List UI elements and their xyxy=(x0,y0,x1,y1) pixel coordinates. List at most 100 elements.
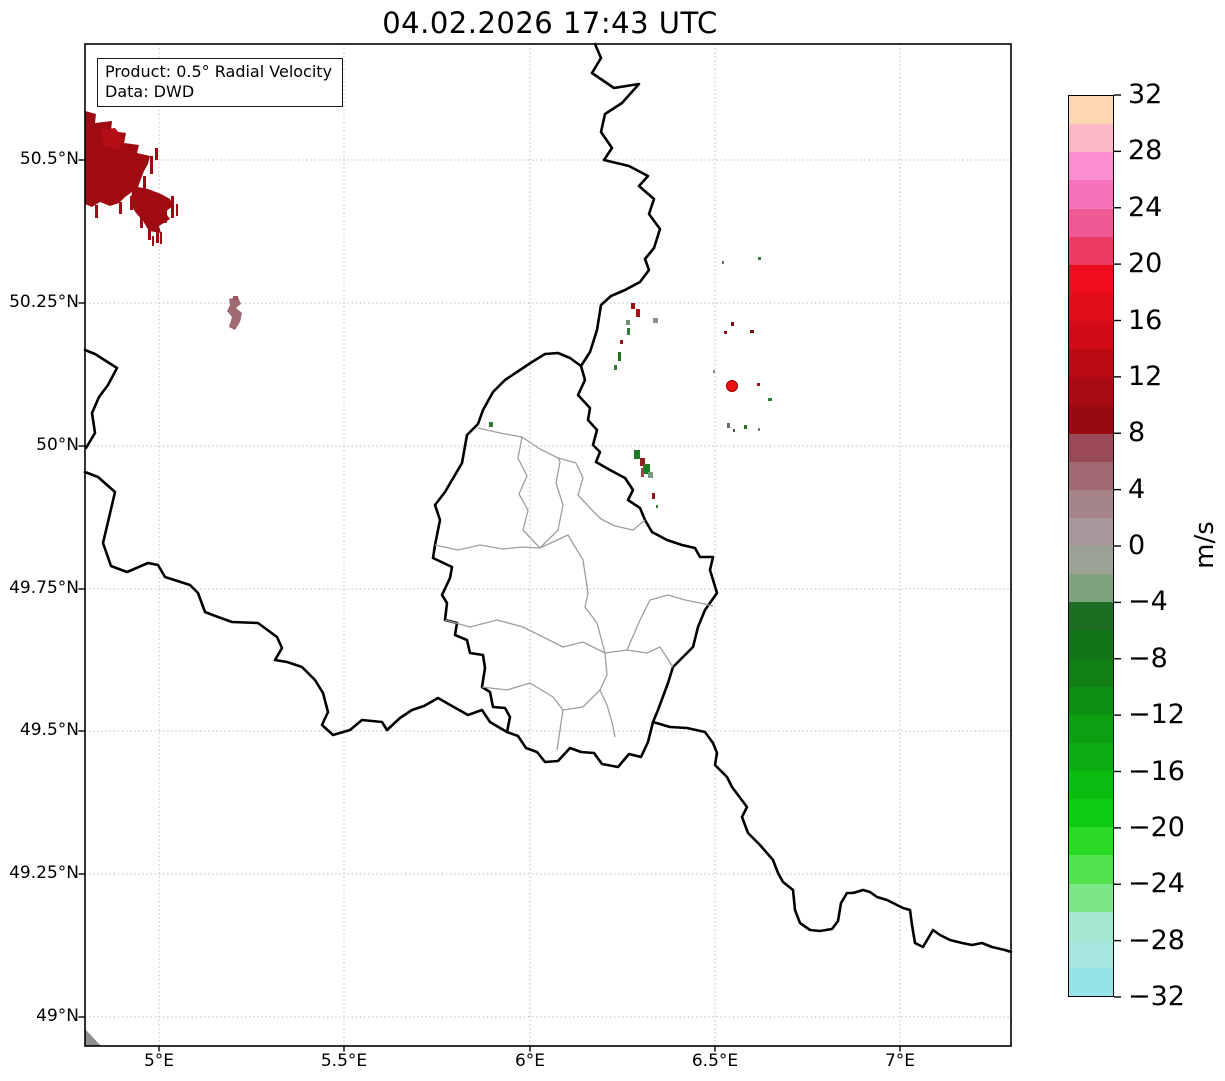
colorbar-band xyxy=(1069,264,1113,293)
radar-echo-speck xyxy=(731,322,734,326)
colorbar-band xyxy=(1069,742,1113,771)
colorbar-band xyxy=(1069,883,1113,912)
colorbar-tick-marks xyxy=(1114,94,1121,998)
radar-echo-speck xyxy=(176,204,178,216)
colorbar-band xyxy=(1069,321,1113,350)
colorbar-tick-label: 20 xyxy=(1128,248,1163,280)
x-tick-label: 6°E xyxy=(514,1051,546,1071)
colorbar-tick-label: 28 xyxy=(1128,135,1163,167)
colorbar-band xyxy=(1069,152,1113,181)
colorbar-band xyxy=(1069,602,1113,631)
corner-artifact xyxy=(85,1029,101,1046)
y-tick-label: 50°N xyxy=(36,435,79,455)
x-tick-label: 5°E xyxy=(143,1051,175,1071)
country-borders xyxy=(83,42,1013,954)
colorbar-band xyxy=(1069,292,1113,321)
radar-echo-speck xyxy=(95,205,98,218)
colorbar-band xyxy=(1069,236,1113,265)
border-france-belgium xyxy=(83,348,509,737)
colorbar-band xyxy=(1069,939,1113,968)
radar-echo-blob-mauve xyxy=(227,297,242,330)
y-tick-label: 50.25°N xyxy=(9,292,79,312)
colorbar-band xyxy=(1069,208,1113,237)
colorbar-band xyxy=(1069,124,1113,153)
colorbar-band xyxy=(1069,517,1113,546)
canton-borders xyxy=(434,427,714,751)
axis-tick-marks xyxy=(78,159,901,1052)
colorbar-band xyxy=(1069,827,1113,856)
radar-echo-speck xyxy=(653,318,658,323)
colorbar-tick-label: 16 xyxy=(1128,304,1163,336)
radar-echo-speck xyxy=(733,429,735,432)
y-tick-label: 49.25°N xyxy=(9,863,79,883)
radar-echo-speck xyxy=(152,236,154,246)
x-tick-label: 6.5°E xyxy=(691,1051,739,1071)
colorbar-band xyxy=(1069,405,1113,434)
radar-echo-speck xyxy=(614,365,617,370)
colorbar-band xyxy=(1069,855,1113,884)
colorbar xyxy=(1068,95,1114,997)
colorbar-tick-label: −28 xyxy=(1128,924,1185,956)
plot-frame xyxy=(84,43,1012,1047)
product-info-box: Product: 0.5° Radial Velocity Data: DWD xyxy=(97,58,343,107)
colorbar-band xyxy=(1069,489,1113,518)
colorbar-band xyxy=(1069,658,1113,687)
radar-echo-speck xyxy=(758,257,761,260)
colorbar-band xyxy=(1069,574,1113,603)
colorbar-band xyxy=(1069,799,1113,828)
colorbar-band xyxy=(1069,911,1113,940)
colorbar-tick-label: −16 xyxy=(1128,755,1185,787)
radar-echo-speck xyxy=(160,232,162,244)
radar-echo-speck xyxy=(640,458,645,466)
colorbar-band xyxy=(1069,686,1113,715)
colorbar-unit-label: m/s xyxy=(1190,521,1220,569)
radar-echo-speck xyxy=(727,423,730,428)
radar-echo-speck xyxy=(119,202,122,214)
radar-echo-speck xyxy=(164,201,167,223)
grid-layer xyxy=(85,44,1011,1046)
radar-echo-speck xyxy=(643,464,650,474)
colorbar-tick-label: −32 xyxy=(1128,981,1185,1012)
radar-echo-speck xyxy=(233,296,238,300)
colorbar-tick-label: −24 xyxy=(1128,868,1185,900)
radar-echo-speck xyxy=(713,370,715,373)
colorbar-band xyxy=(1069,714,1113,743)
radar-echo-speck xyxy=(150,156,153,174)
colorbar-tick-label: −12 xyxy=(1128,699,1185,731)
y-tick-label: 50.5°N xyxy=(19,149,79,169)
radar-echo-speck xyxy=(130,196,133,210)
radar-echo-speck xyxy=(620,340,623,344)
radar-echo-layer xyxy=(85,111,772,508)
colorbar-band xyxy=(1069,96,1113,125)
radar-echo-blob-secondary xyxy=(130,186,173,233)
radar-echo-speck xyxy=(768,398,772,401)
radar-speck-layer xyxy=(95,148,772,508)
radar-echo-speck xyxy=(156,218,159,243)
colorbar-tick-label: 0 xyxy=(1128,530,1146,561)
radar-echo-speck xyxy=(722,261,724,264)
colorbar-tick-label: 4 xyxy=(1128,473,1146,505)
radar-echo-speck xyxy=(744,425,747,429)
colorbar-tick-label: −8 xyxy=(1128,642,1168,674)
radar-echo-speck xyxy=(140,206,143,228)
colorbar-band xyxy=(1069,771,1113,800)
storm-marker-dot xyxy=(726,380,738,392)
radar-echo-speck xyxy=(750,330,754,333)
colorbar-band xyxy=(1069,461,1113,490)
radar-echo-speck xyxy=(641,468,644,477)
product-info-line2: Data: DWD xyxy=(105,82,195,101)
colorbar-bands xyxy=(1069,96,1113,996)
colorbar-tick-label: −4 xyxy=(1128,586,1168,618)
border-france-germany xyxy=(651,720,1013,954)
border-luxembourg xyxy=(431,351,719,769)
radar-echo-blob-patch xyxy=(100,128,125,150)
x-tick-label: 5.5°E xyxy=(320,1051,368,1071)
colorbar-tick-label: 8 xyxy=(1128,417,1146,449)
colorbar-tick-label: 32 xyxy=(1128,79,1163,110)
colorbar-band xyxy=(1069,630,1113,659)
radar-echo-speck xyxy=(137,190,140,206)
colorbar-band xyxy=(1069,377,1113,406)
radar-echo-speck xyxy=(656,505,658,508)
product-info-line1: Product: 0.5° Radial Velocity xyxy=(105,62,333,81)
